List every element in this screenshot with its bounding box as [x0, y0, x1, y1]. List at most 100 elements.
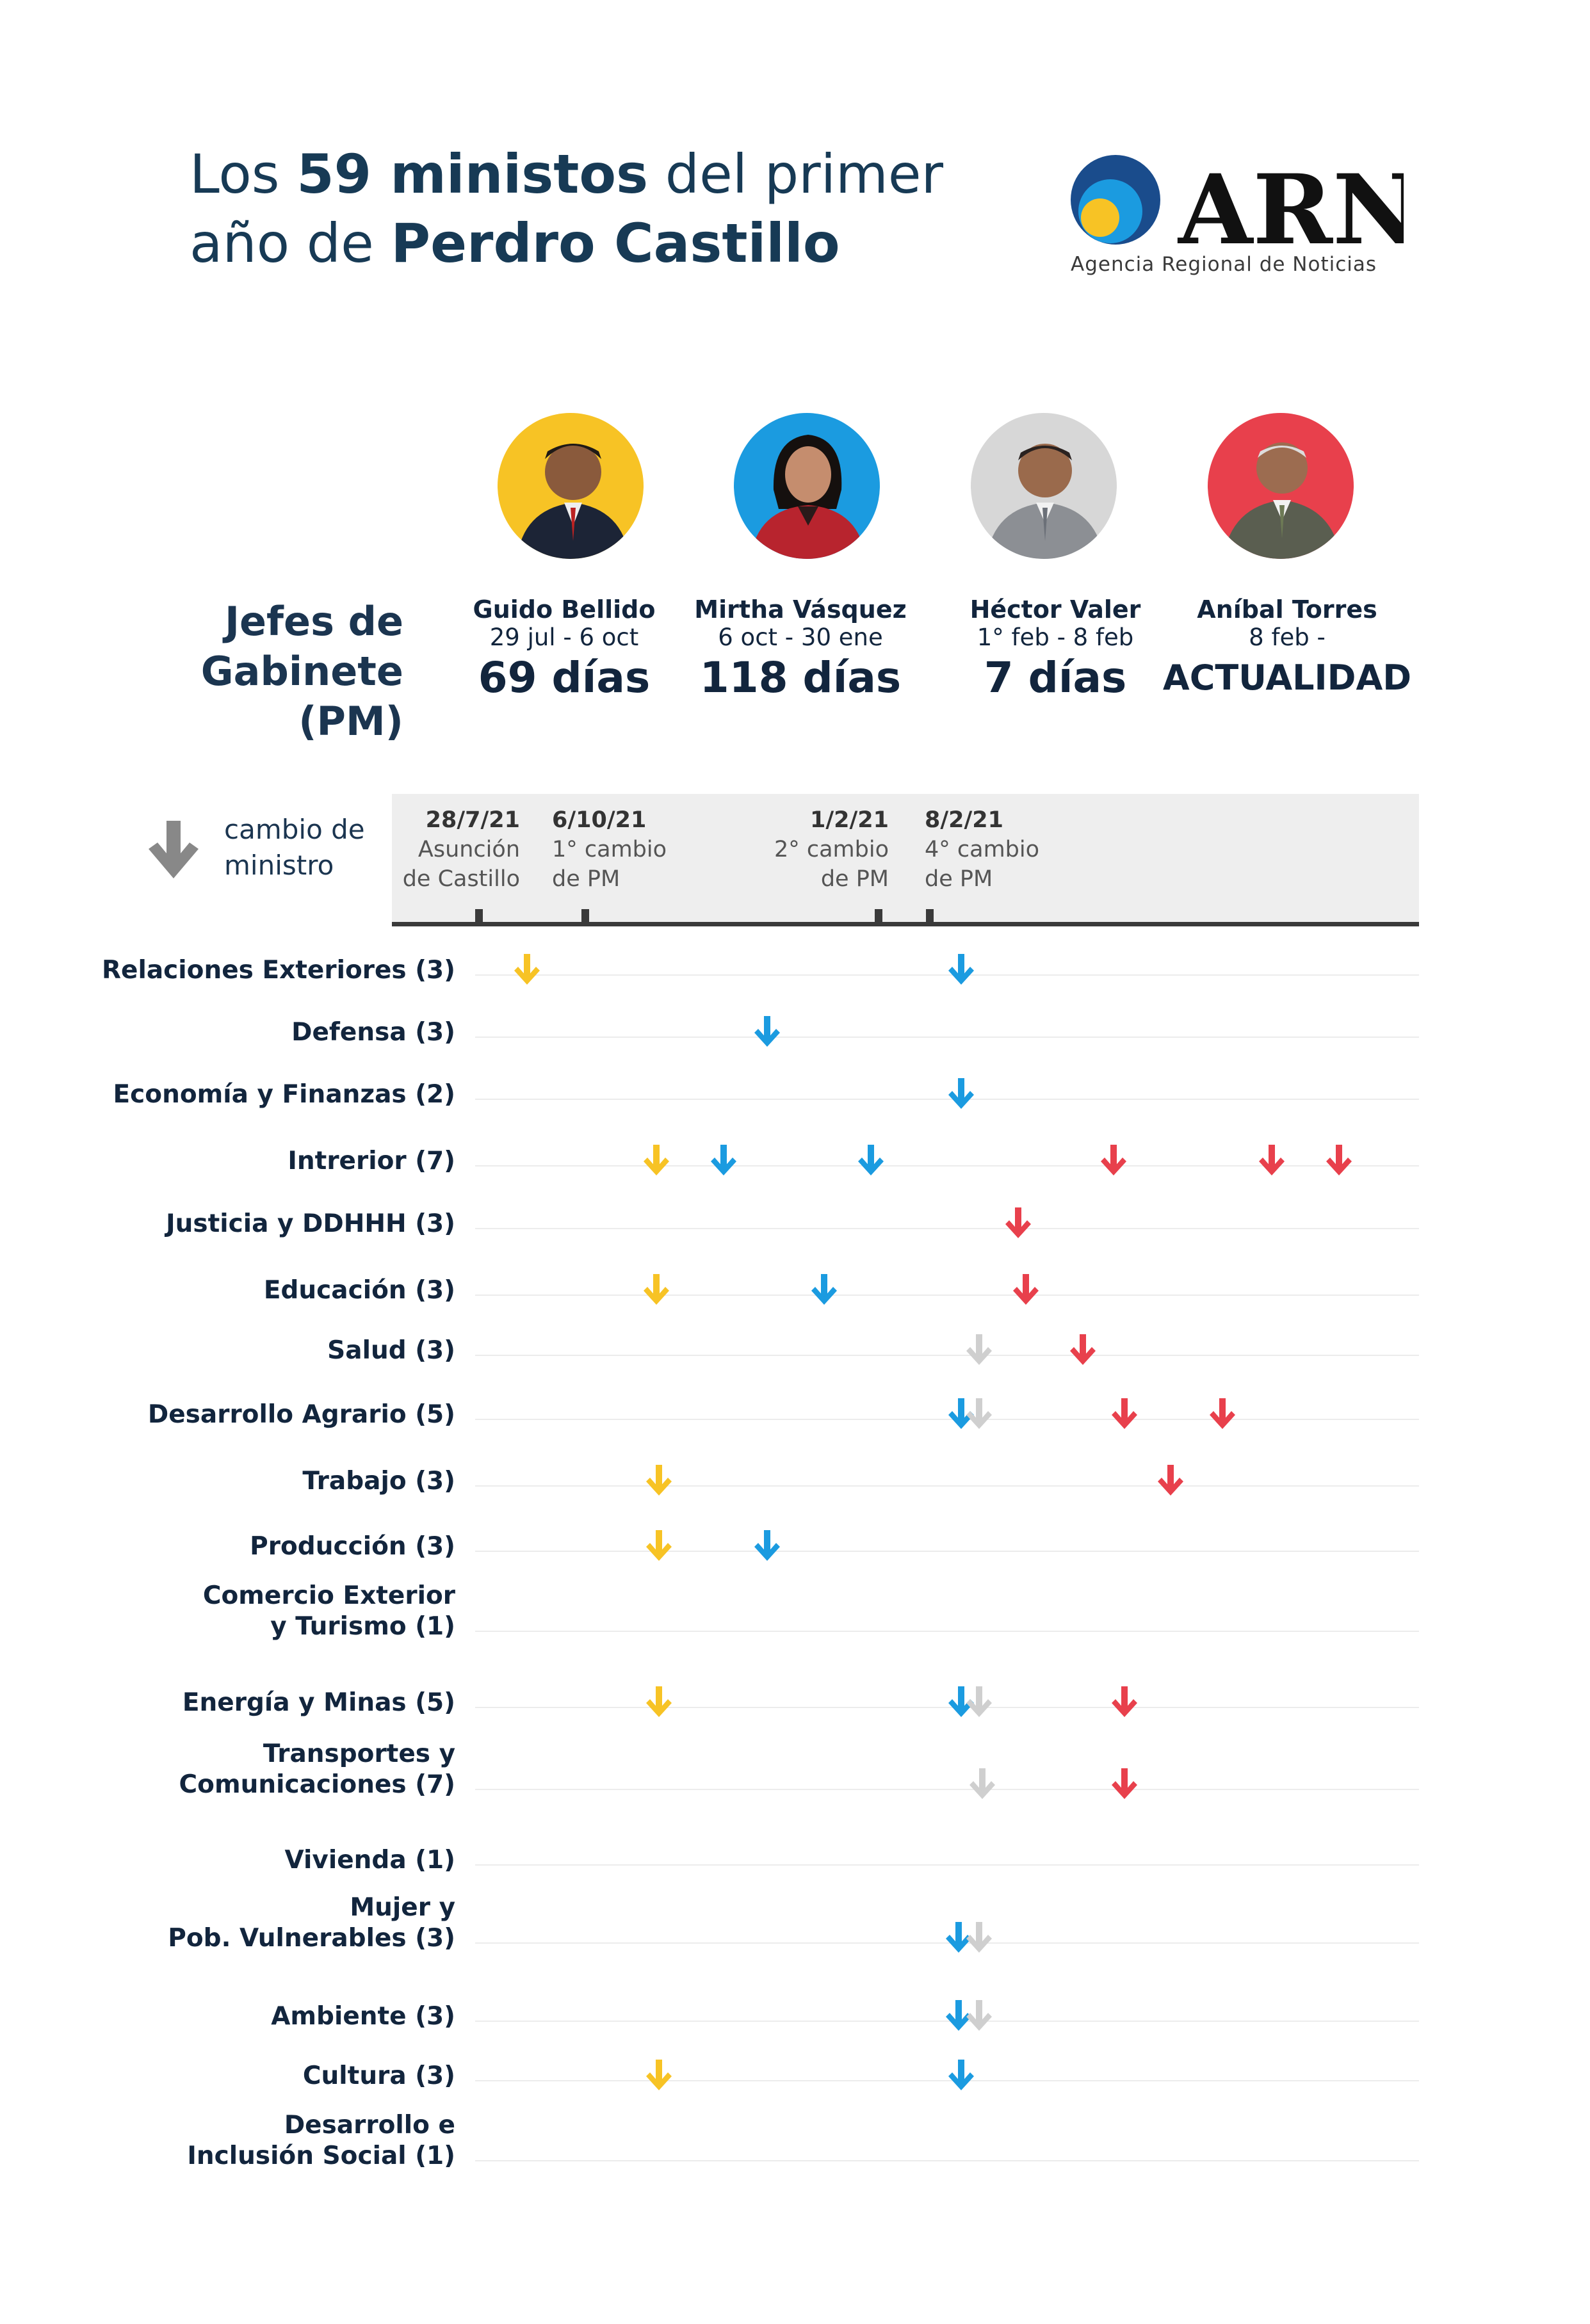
minister-change-arrow	[948, 1078, 975, 1109]
ministry-label: Intrerior (7)	[288, 1147, 455, 1175]
timeline-tick	[875, 909, 882, 922]
pm-dates: 6 oct - 30 ene	[718, 624, 883, 651]
pm-days: 69 días	[478, 653, 651, 702]
ministry-label: Mujer y Pob. Vulnerables (3)	[168, 1892, 455, 1954]
row-gridline	[475, 974, 1419, 976]
arn-logo-text: ARN	[1177, 154, 1404, 256]
ministry-label: Defensa (3)	[291, 1018, 455, 1047]
minister-change-arrow	[645, 1530, 672, 1561]
pm-days: 118 días	[699, 653, 902, 702]
ministry-label: Producción (3)	[250, 1532, 455, 1561]
arn-logo-mark-icon: ARN	[1071, 154, 1420, 266]
event-line2: de PM	[820, 866, 889, 892]
row-gridline	[475, 2080, 1419, 2081]
minister-change-arrow	[966, 1398, 993, 1429]
title-pre2: año de	[190, 212, 391, 275]
ministry-label: Cultura (3)	[302, 2062, 455, 2090]
row-gridline	[475, 1228, 1419, 1229]
pm-days: 7 días	[984, 653, 1127, 702]
ministry-label: Transportes y Comunicaciones (7)	[179, 1739, 455, 1800]
minister-change-arrow	[1111, 1686, 1137, 1717]
minister-change-arrow	[643, 1145, 669, 1175]
pm-dates: 1° feb - 8 feb	[977, 624, 1134, 651]
ministry-label: Comercio Exterior y Turismo (1)	[203, 1581, 455, 1642]
ministry-label: Salud (3)	[327, 1336, 455, 1365]
minister-change-arrow	[966, 1922, 993, 1953]
avatar-vasquez-icon	[734, 413, 880, 559]
pm-name: Aníbal Torres	[1197, 595, 1377, 624]
row-gridline	[475, 1165, 1419, 1166]
avatar-torres-icon	[1208, 413, 1354, 559]
portrait-guido-bellido	[498, 413, 644, 559]
minister-change-arrow	[946, 2000, 972, 2031]
timeline-event-asuncion: 28/7/21 Asunción de Castillo	[371, 805, 520, 894]
minister-change-arrow	[966, 1334, 993, 1365]
ministry-label: Educación (3)	[263, 1276, 455, 1305]
jefes-label: Jefes de Gabinete (PM)	[122, 597, 403, 746]
logo-subtitle: Agencia Regional de Noticias	[1071, 253, 1377, 276]
minister-change-arrow	[1158, 1465, 1184, 1496]
jefes-label-line2: Gabinete (PM)	[200, 648, 403, 745]
minister-change-arrow	[754, 1530, 781, 1561]
minister-change-arrow	[948, 954, 975, 985]
ministry-label-line1: Comercio Exterior	[202, 1581, 455, 1610]
event-date: 1/2/21	[810, 807, 889, 833]
row-gridline	[475, 1789, 1419, 1790]
event-date: 28/7/21	[425, 807, 520, 833]
jefes-label-line1: Jefes de	[224, 598, 403, 645]
minister-change-arrow	[754, 1016, 781, 1047]
minister-change-arrow	[1258, 1145, 1285, 1175]
title-bold-name: Perdro Castillo	[391, 212, 840, 275]
timeline-header	[392, 794, 1419, 922]
pm-card-bellido: Guido Bellido 29 jul - 6 oct 69 días	[436, 595, 692, 704]
legend-line2: ministro	[224, 850, 334, 881]
minister-change-arrow	[1210, 1398, 1236, 1429]
pm-days: ACTUALIDAD	[1162, 658, 1412, 698]
ministry-label: Trabajo (3)	[302, 1467, 455, 1496]
timeline-tick	[475, 909, 483, 922]
ministry-label: Vivienda (1)	[284, 1846, 455, 1875]
row-gridline	[475, 1707, 1419, 1708]
timeline-event-2-cambio: 1/2/21 2° cambio de PM	[704, 805, 889, 894]
title-mid: del primer	[648, 143, 944, 206]
timeline-tick	[581, 909, 589, 922]
minister-change-arrow	[1005, 1207, 1032, 1238]
minister-change-arrow	[710, 1145, 736, 1175]
title-bold-count: 59 ministos	[296, 143, 649, 206]
portrait-anibal-torres	[1208, 413, 1354, 559]
ministry-label-line1: Mujer y	[350, 1893, 455, 1922]
minister-change-arrow	[966, 1686, 993, 1717]
pm-name: Mirtha Vásquez	[694, 595, 907, 624]
ministry-label: Energía y Minas (5)	[182, 1688, 455, 1717]
pm-card-valer: Héctor Valer 1° feb - 8 feb 7 días	[927, 595, 1183, 704]
avatar-valer-icon	[971, 413, 1117, 559]
minister-change-arrow	[969, 1768, 995, 1799]
row-gridline	[475, 1631, 1419, 1632]
row-gridline	[475, 1551, 1419, 1552]
pm-name: Guido Bellido	[473, 595, 656, 624]
minister-change-arrow	[1101, 1145, 1127, 1175]
minister-change-arrow	[966, 2000, 993, 2031]
timeline-tick	[926, 909, 934, 922]
minister-change-arrow	[645, 2060, 672, 2090]
ministry-label: Relaciones Exteriores (3)	[102, 956, 455, 985]
ministry-label: Desarrollo Agrario (5)	[147, 1400, 455, 1429]
event-date: 8/2/21	[925, 807, 1003, 833]
row-gridline	[475, 1295, 1419, 1296]
minister-change-arrow	[811, 1274, 838, 1305]
event-line1: 4° cambio	[925, 837, 1040, 862]
ministry-label-line2: y Turismo (1)	[270, 1612, 455, 1641]
minister-change-arrow	[645, 1686, 672, 1717]
ministry-label-line2: Comunicaciones (7)	[179, 1770, 455, 1799]
ministry-label-line2: Pob. Vulnerables (3)	[168, 1924, 455, 1953]
pm-dates: 8 feb -	[1249, 624, 1326, 651]
row-gridline	[475, 1864, 1419, 1866]
pm-card-vasquez: Mirtha Vásquez 6 oct - 30 ene 118 días	[672, 595, 929, 704]
row-gridline	[475, 1419, 1419, 1420]
event-line2: de PM	[552, 866, 621, 892]
row-gridline	[475, 2021, 1419, 2022]
minister-change-arrow	[1326, 1145, 1352, 1175]
timeline-axis	[392, 922, 1419, 926]
avatar-bellido-icon	[498, 413, 644, 559]
legend-text: cambio de ministro	[224, 812, 365, 884]
